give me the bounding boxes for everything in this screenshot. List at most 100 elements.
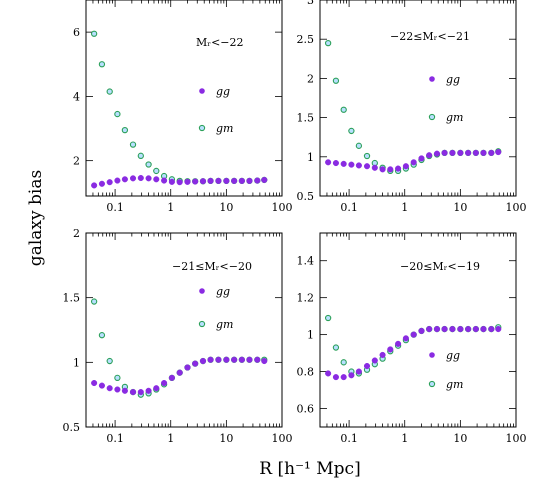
panels: 0.1 1 10 100 2 4 6 Mᵣ<−22 gg gm 0.1 1 10 100 0.5 1 1.5 2 2… bbox=[63, 0, 527, 445]
gg-point bbox=[379, 166, 386, 173]
gg-point bbox=[207, 356, 214, 363]
gg-point bbox=[465, 326, 472, 333]
gg-point bbox=[457, 326, 464, 333]
legend-gm-label: gm bbox=[446, 111, 463, 124]
gm-point bbox=[332, 77, 340, 84]
gm-point bbox=[348, 127, 355, 135]
gg-point bbox=[395, 340, 402, 347]
gm-point bbox=[332, 344, 340, 351]
y-tick-label: 3 bbox=[307, 0, 314, 7]
y-tick-label: 1 bbox=[307, 151, 314, 164]
gg-point bbox=[355, 162, 362, 169]
y-tick-label: 1 bbox=[307, 329, 314, 342]
y-tick-label: 1.5 bbox=[297, 112, 315, 125]
gg-point bbox=[325, 370, 332, 377]
gg-point bbox=[184, 364, 191, 371]
gg-point bbox=[402, 163, 409, 170]
gg-point bbox=[231, 356, 238, 363]
gg-point bbox=[340, 374, 347, 381]
gm-point bbox=[114, 374, 121, 382]
gg-point bbox=[410, 159, 417, 166]
gg-point bbox=[238, 356, 245, 363]
gm-point bbox=[324, 39, 332, 47]
gg-point bbox=[426, 152, 433, 159]
gg-point bbox=[480, 326, 487, 333]
legend-gg-marker bbox=[199, 88, 205, 94]
gg-point bbox=[465, 149, 472, 156]
gm-point bbox=[145, 161, 152, 168]
gg-point bbox=[161, 177, 168, 184]
gg-point bbox=[488, 149, 495, 156]
gg-point bbox=[418, 327, 425, 334]
gg-point bbox=[325, 159, 332, 166]
gg-point bbox=[192, 360, 199, 367]
y-tick-label: 4 bbox=[73, 90, 80, 103]
x-tick-label: 100 bbox=[506, 432, 527, 445]
x-tick-label: 10 bbox=[453, 201, 467, 214]
panel-bottom-right: 0.1 1 10 100 0.6 0.8 1 1.2 1.4 −20≤Mᵣ<−19 gg gm bbox=[297, 232, 527, 445]
y-tick-label: 1 bbox=[73, 356, 80, 369]
gg-point bbox=[199, 178, 207, 185]
y-tick-label: 0.8 bbox=[297, 366, 315, 379]
legend-gg-marker bbox=[429, 76, 435, 82]
legend-gm-marker bbox=[428, 113, 436, 121]
gg-point bbox=[410, 331, 417, 338]
gg-point bbox=[348, 372, 355, 379]
legend-gg-label: gg bbox=[446, 349, 460, 362]
gg-point bbox=[168, 374, 175, 381]
gm-point bbox=[355, 142, 363, 149]
gg-point bbox=[457, 149, 464, 156]
plot-frame bbox=[319, 0, 517, 197]
gg-point bbox=[395, 165, 402, 172]
gg-point bbox=[145, 175, 152, 182]
gg-point bbox=[472, 149, 479, 156]
gg-point bbox=[129, 389, 137, 396]
gg-point bbox=[176, 179, 183, 186]
x-tick-label: 1 bbox=[401, 201, 408, 214]
gg-point bbox=[449, 149, 456, 156]
gg-point bbox=[238, 177, 245, 184]
gg-point bbox=[106, 385, 113, 392]
gg-point bbox=[168, 178, 175, 185]
gg-point bbox=[371, 164, 378, 171]
gg-point bbox=[332, 160, 339, 167]
y-tick-label: 6 bbox=[73, 26, 80, 39]
y-tick-label: 0.5 bbox=[63, 421, 81, 434]
legend-gm-label: gm bbox=[216, 318, 233, 331]
x-tick-label: 1 bbox=[401, 432, 408, 445]
panel-top-right: 0.1 1 10 100 0.5 1 1.5 2 2.5 3 −22≤Mᵣ<−21 gg gm bbox=[297, 0, 527, 214]
gg-point bbox=[433, 326, 441, 333]
y-tick-label: 2 bbox=[307, 72, 314, 85]
gg-point bbox=[340, 160, 347, 167]
gg-point bbox=[348, 161, 355, 168]
gg-point bbox=[129, 175, 137, 182]
gg-point bbox=[106, 179, 113, 186]
x-tick-label: 10 bbox=[219, 201, 233, 214]
gm-point bbox=[324, 314, 332, 322]
gg-point bbox=[91, 379, 98, 387]
gg-point bbox=[121, 387, 128, 394]
legend-gg-marker bbox=[199, 288, 205, 294]
y-tick-label: 1.4 bbox=[297, 255, 315, 268]
x-tick-label: 10 bbox=[453, 432, 467, 445]
y-tick-label: 2.5 bbox=[297, 33, 315, 46]
data-points bbox=[324, 39, 502, 175]
gg-point bbox=[215, 356, 222, 363]
gg-point bbox=[199, 357, 207, 365]
panel-label: −22≤Mᵣ<−21 bbox=[390, 30, 470, 43]
y-axis-title: galaxy bias bbox=[26, 170, 46, 266]
gg-point bbox=[254, 177, 261, 184]
gg-point bbox=[121, 176, 128, 183]
gg-point bbox=[246, 356, 253, 363]
legend-gm-label: gm bbox=[216, 122, 233, 135]
y-tick-label: 0.5 bbox=[297, 190, 315, 203]
gg-point bbox=[441, 326, 448, 333]
panel-bottom-left: 0.1 1 10 100 0.5 1 1.5 2 −21≤Mᵣ<−20 gg gm bbox=[63, 227, 293, 445]
gg-point bbox=[433, 150, 441, 157]
gg-point bbox=[495, 326, 502, 333]
gm-point bbox=[153, 167, 160, 175]
gg-point bbox=[145, 387, 152, 394]
y-tick-label: 1.5 bbox=[63, 292, 81, 305]
y-tick-label: 2 bbox=[73, 227, 80, 240]
gg-point bbox=[387, 166, 394, 173]
